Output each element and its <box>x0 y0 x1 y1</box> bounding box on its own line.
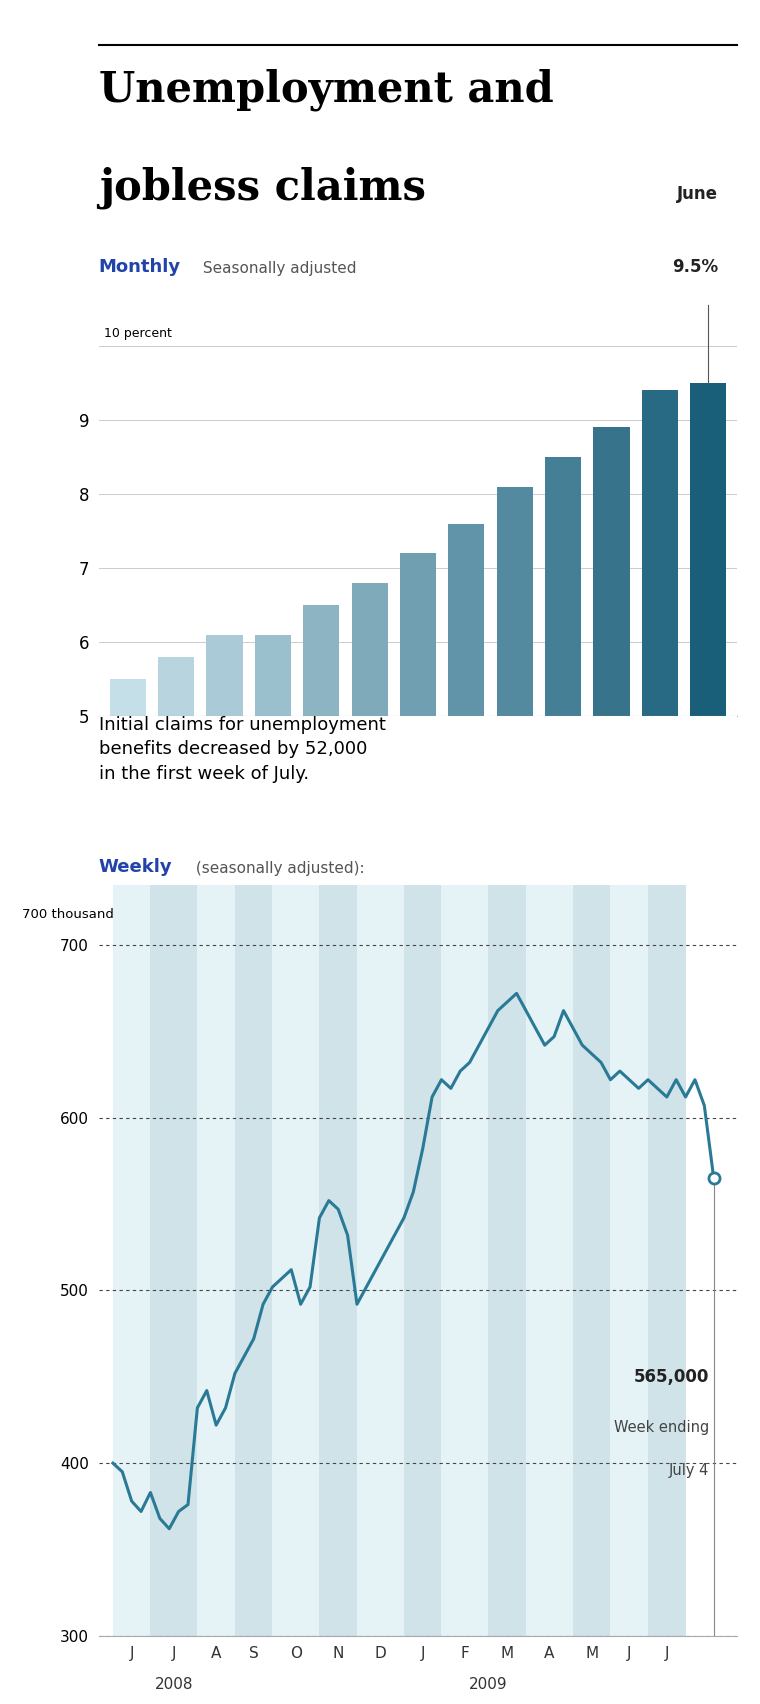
Bar <box>496 487 533 1085</box>
Bar <box>526 884 573 1636</box>
Text: 565,000: 565,000 <box>634 1368 709 1385</box>
Text: 700 thousand: 700 thousand <box>22 908 114 920</box>
Bar <box>207 636 242 1085</box>
Bar <box>351 583 388 1085</box>
Bar <box>235 884 273 1636</box>
Text: 2009: 2009 <box>520 762 559 777</box>
Bar <box>641 390 678 1085</box>
Bar <box>400 554 436 1085</box>
Text: (seasonally adjusted):: (seasonally adjusted): <box>192 861 365 876</box>
Bar <box>273 884 319 1636</box>
Bar <box>545 457 581 1085</box>
Bar <box>357 884 404 1636</box>
Bar <box>198 884 235 1636</box>
Bar <box>255 636 291 1085</box>
Bar <box>404 884 442 1636</box>
Bar <box>442 884 489 1636</box>
Text: Monthly: Monthly <box>99 257 181 276</box>
Text: 2008: 2008 <box>154 1677 193 1692</box>
Bar <box>610 884 648 1636</box>
Bar <box>690 383 727 1085</box>
Text: Weekly: Weekly <box>99 859 173 876</box>
Bar <box>489 884 526 1636</box>
Text: Initial claims for unemployment
benefits decreased by 52,000
in the first week o: Initial claims for unemployment benefits… <box>99 716 385 782</box>
Text: 2009: 2009 <box>469 1677 508 1692</box>
Bar <box>573 884 610 1636</box>
Text: July 4: July 4 <box>669 1464 709 1477</box>
Bar <box>113 884 150 1636</box>
Bar <box>109 680 146 1085</box>
Text: 9.5%: 9.5% <box>672 257 718 276</box>
Bar <box>448 523 485 1085</box>
Text: Seasonally adjusted: Seasonally adjusted <box>198 261 356 276</box>
Text: Week ending: Week ending <box>614 1419 709 1435</box>
Bar <box>150 884 198 1636</box>
Text: 2008: 2008 <box>181 762 220 777</box>
Text: 10 percent: 10 percent <box>103 327 172 341</box>
Bar <box>594 428 629 1085</box>
Text: jobless claims: jobless claims <box>99 167 426 210</box>
Bar <box>158 658 195 1085</box>
Bar <box>319 884 357 1636</box>
Bar <box>303 605 340 1085</box>
Bar <box>648 884 686 1636</box>
Text: June: June <box>677 186 718 203</box>
Text: Unemployment and: Unemployment and <box>99 68 553 111</box>
